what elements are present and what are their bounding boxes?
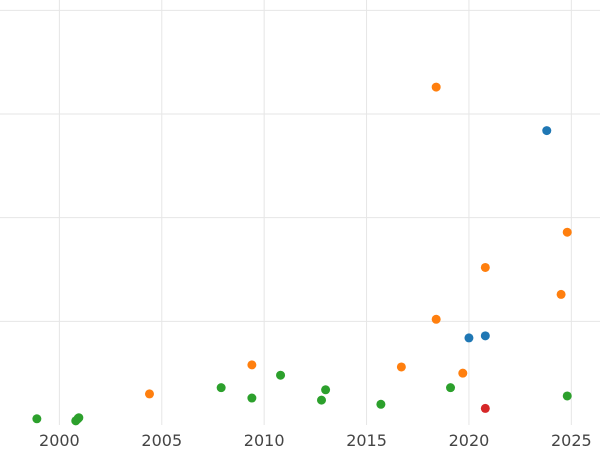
data-point [276, 370, 286, 380]
data-point [480, 331, 490, 341]
data-point [542, 126, 552, 136]
data-point [562, 391, 572, 401]
x-tick-label: 2020 [449, 431, 490, 450]
data-point [144, 389, 154, 399]
x-gridlines [58, 0, 572, 425]
data-point [32, 414, 42, 424]
data-point [321, 385, 331, 395]
data-point [376, 399, 386, 409]
data-point [247, 393, 257, 403]
data-point [480, 262, 490, 272]
data-point [562, 227, 572, 237]
data-point [247, 360, 257, 370]
data-point [480, 403, 490, 413]
x-tick-label: 2015 [346, 431, 387, 450]
data-point [446, 383, 456, 393]
x-tick-label: 2010 [244, 431, 285, 450]
x-axis-tick-labels: 2000 2005 2010 2015 2020 2025 [39, 431, 592, 450]
data-point [458, 368, 468, 378]
data-point [464, 333, 474, 343]
y-gridlines [0, 9, 600, 322]
data-points [32, 82, 572, 426]
data-point [216, 383, 226, 393]
data-point [74, 413, 84, 423]
data-point [431, 314, 441, 324]
x-tick-label: 2000 [39, 431, 80, 450]
data-point [431, 82, 441, 92]
x-tick-label: 2025 [551, 431, 592, 450]
data-point [556, 289, 566, 299]
x-tick-label: 2005 [141, 431, 182, 450]
data-point [396, 362, 406, 372]
data-point [317, 395, 327, 405]
